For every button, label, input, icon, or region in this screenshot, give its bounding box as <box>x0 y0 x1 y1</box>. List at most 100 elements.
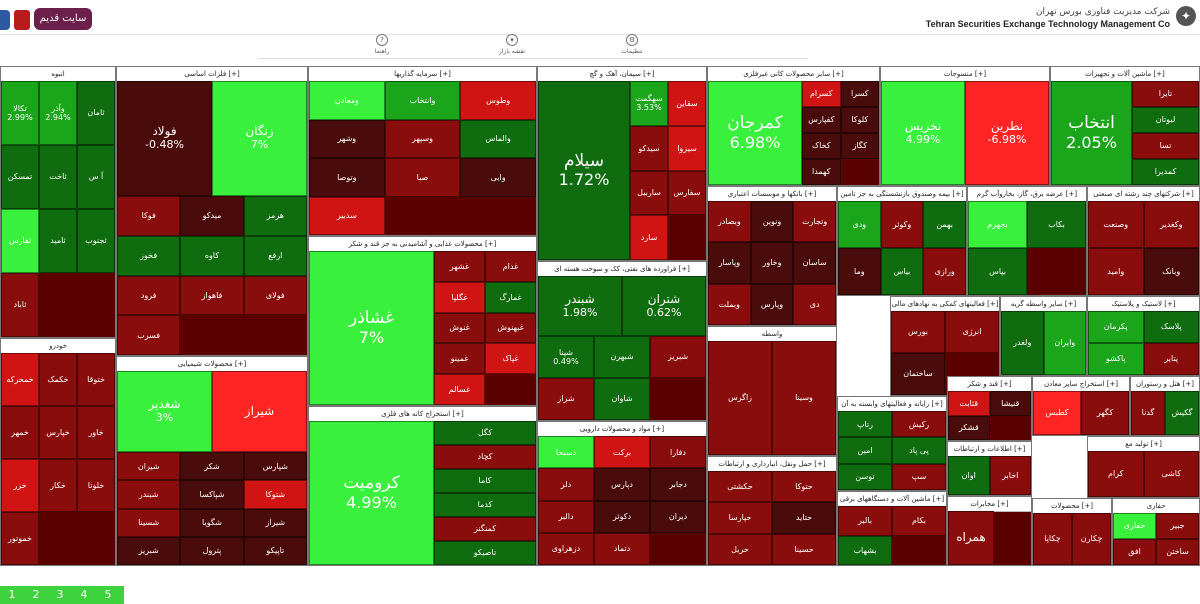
stock-tile[interactable]: شکر <box>180 452 244 481</box>
stock-tile[interactable]: خکمک <box>39 353 77 406</box>
stock-tile[interactable]: سفارس <box>668 170 706 216</box>
stock-tile[interactable]: وانتخاب <box>384 81 461 120</box>
stock-tile[interactable]: ثامید <box>39 209 77 273</box>
stock-tile[interactable]: کرومیت 4.99% <box>309 421 434 565</box>
stock-tile[interactable]: کهمدا <box>802 159 841 185</box>
stock-tile[interactable]: شتران 0.62% <box>622 276 706 336</box>
sector-title[interactable]: فعالیتهای کمکی به نهادهای مالی [+] <box>891 297 999 312</box>
stock-tile[interactable]: دیران <box>650 500 706 533</box>
stock-tile[interactable]: ومعادن <box>309 81 385 120</box>
stock-tile[interactable]: شغدیر 3% <box>117 371 212 452</box>
stock-tile[interactable]: تایرا <box>1132 81 1199 107</box>
stock-tile[interactable]: کلوکا <box>840 107 879 133</box>
sector-title[interactable]: ماشین آلات و تجهیزات [+] <box>1051 67 1199 82</box>
sector-title[interactable]: خودرو <box>1 339 115 354</box>
stock-tile[interactable]: وسینا <box>772 341 836 455</box>
stock-tile[interactable]: فرود <box>117 275 181 316</box>
stock-tile[interactable]: رتاپ <box>838 411 892 438</box>
stock-tile[interactable]: کرام <box>1088 451 1144 497</box>
sector-title[interactable]: محصولات شیمیایی [+] <box>117 357 307 372</box>
stock-tile[interactable]: ثجنوب <box>77 209 115 273</box>
sector-title[interactable]: عرضه برق، گاز، بخاروآب گرم [+] <box>968 187 1086 202</box>
stock-tile[interactable]: ساختمان <box>891 353 945 395</box>
stock-tile[interactable]: کدما <box>434 493 536 517</box>
stock-tile[interactable]: غسالم <box>434 374 485 405</box>
sector-title[interactable]: فلزات اساسی [+] <box>117 67 307 82</box>
stock-tile[interactable]: دفارا <box>650 436 706 469</box>
stock-tile[interactable]: ورازی <box>923 248 966 295</box>
sector-title[interactable]: محصولات [+] <box>1033 499 1111 514</box>
stock-tile[interactable]: کاما <box>434 469 536 493</box>
stock-tile[interactable]: تمسکن <box>1 145 39 209</box>
stock-tile[interactable]: چکارن <box>1072 513 1111 565</box>
stock-tile[interactable]: غدام <box>485 251 536 282</box>
sector-title[interactable]: استخراج کانه های فلزی [+] <box>309 407 536 422</box>
stock-tile[interactable]: ولغدر <box>1001 311 1044 375</box>
page-1-button[interactable]: 1 <box>8 588 16 601</box>
stock-tile[interactable]: کاشی <box>1143 451 1199 497</box>
stock-tile[interactable]: میدکو <box>180 196 244 236</box>
stock-tile[interactable]: دتماد <box>594 532 650 565</box>
stock-tile[interactable]: آ س <box>77 145 115 209</box>
stock-tile[interactable]: شپاکسا <box>180 480 244 509</box>
side-menu-tab[interactable] <box>0 10 10 30</box>
stock-tile[interactable]: کگاز <box>840 133 879 159</box>
stock-tile[interactable]: کمدیرا <box>1132 159 1199 185</box>
stock-tile[interactable]: سهگمت 3.53% <box>630 81 668 126</box>
stock-tile[interactable]: کسرا <box>840 81 879 107</box>
stock-tile[interactable]: سارد <box>630 215 668 260</box>
stock-tile[interactable]: کگهر <box>1081 391 1129 435</box>
stock-tile[interactable]: حریل <box>708 533 772 565</box>
stock-tile[interactable]: نخریس 4.99% <box>881 81 965 185</box>
stock-tile[interactable]: زنگان 7% <box>212 81 307 196</box>
stock-tile[interactable]: شپارس <box>243 452 307 481</box>
stock-tile[interactable]: وامید <box>1088 248 1144 295</box>
stock-tile[interactable]: وصنعت <box>1088 201 1144 248</box>
stock-tile[interactable]: تاصیکو <box>434 541 536 565</box>
stock-tile[interactable]: قنیشا <box>989 391 1031 416</box>
stock-tile[interactable]: هرمز <box>243 196 307 236</box>
stock-tile[interactable]: اوان <box>948 456 990 495</box>
stock-tile[interactable]: کگل <box>434 421 536 445</box>
page-4-button[interactable]: 4 <box>80 588 88 601</box>
stock-tile[interactable]: حکشتی <box>708 471 772 503</box>
sector-title[interactable]: ماشین آلات و دستگاههای برقی [+] <box>838 492 946 507</box>
sector-title[interactable]: رایانه و فعالیتهای وابسته به آن [+] <box>838 397 946 412</box>
stock-tile[interactable]: فاهواز <box>180 275 244 316</box>
stock-tile[interactable]: کچاد <box>434 445 536 469</box>
stock-tile[interactable]: سپ <box>892 463 946 490</box>
stock-tile[interactable]: شیراز <box>243 508 307 537</box>
stock-tile[interactable]: شسینا <box>117 508 181 537</box>
stock-tile[interactable]: کمنگنز <box>434 517 536 541</box>
stock-tile[interactable]: والماس <box>460 119 536 158</box>
stock-tile[interactable]: صبا <box>384 158 461 197</box>
stock-tile[interactable]: شتوکا <box>243 480 307 509</box>
sector-title[interactable]: مواد و محصولات دارویی [+] <box>538 422 706 437</box>
stock-tile[interactable]: ونوین <box>750 201 794 243</box>
stock-tile[interactable]: وتوصا <box>309 158 385 197</box>
stock-tile[interactable]: خپارس <box>39 406 77 459</box>
stock-tile[interactable]: وپاسار <box>708 242 751 284</box>
stock-tile[interactable]: چکاپا <box>1033 513 1072 565</box>
stock-tile[interactable]: سیدکو <box>630 125 668 171</box>
stock-tile[interactable]: گدنا <box>1131 391 1165 435</box>
stock-tile[interactable]: قثابت <box>948 391 990 416</box>
sector-title[interactable]: سیمان، آهک و گچ [+] <box>538 67 706 82</box>
stock-tile[interactable]: حفاری <box>1113 513 1156 539</box>
side-red-tab[interactable] <box>14 10 30 30</box>
stock-tile[interactable]: وطوس <box>460 81 536 120</box>
stock-tile[interactable]: غمارگ <box>485 281 536 313</box>
stock-tile[interactable]: امین <box>838 437 892 464</box>
stock-tile[interactable]: بکام <box>892 506 946 536</box>
stock-tile[interactable]: غگلپا <box>434 281 485 313</box>
sector-title[interactable]: انبوه <box>1 67 115 82</box>
stock-tile[interactable]: وایی <box>460 158 536 197</box>
stock-tile[interactable]: دلر <box>538 468 594 501</box>
stock-tile[interactable]: لبوتان <box>1132 107 1199 133</box>
sector-title[interactable]: منسوجات [+] <box>881 67 1049 82</box>
stock-tile[interactable]: فولای <box>243 275 307 316</box>
stock-tile[interactable]: حپارسا <box>708 502 772 534</box>
stock-tile[interactable]: ودی <box>838 201 881 248</box>
stock-tile[interactable]: شبندر 1.98% <box>538 276 622 336</box>
stock-tile[interactable]: افق <box>1113 539 1156 565</box>
